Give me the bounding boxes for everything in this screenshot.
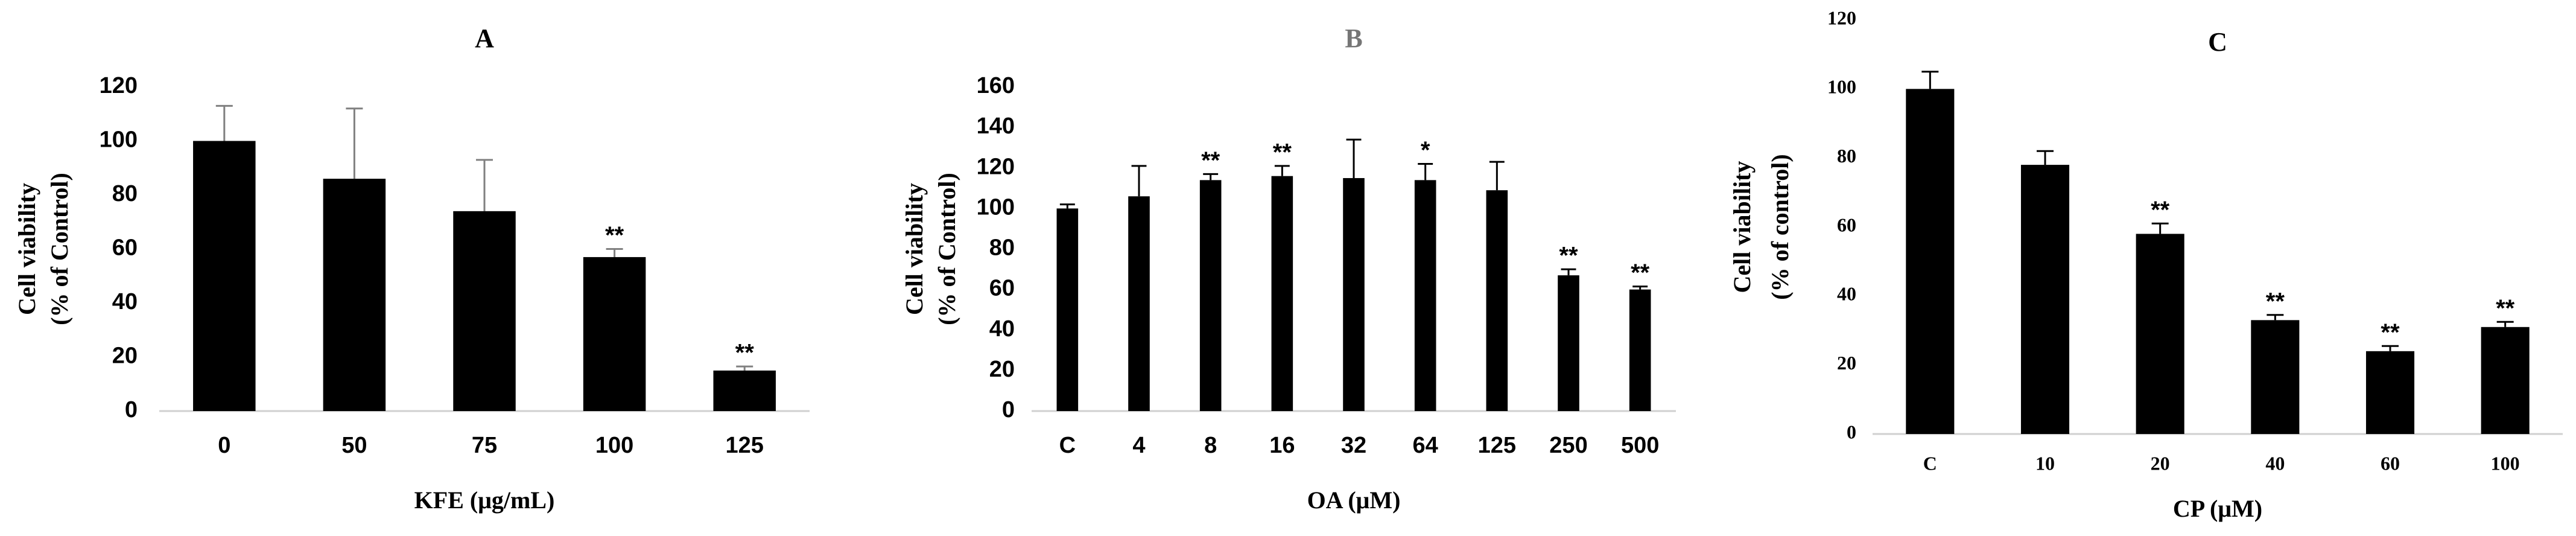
chart-title: B — [1345, 24, 1362, 53]
x-tick-label: 10 — [2035, 452, 2055, 474]
x-tick-label: 60 — [2381, 452, 2400, 474]
y-tick-label: 20 — [1837, 352, 1856, 374]
y-tick-label: 0 — [125, 397, 138, 423]
y-tick-label: 120 — [1827, 7, 1856, 28]
bar — [2481, 327, 2530, 434]
bar — [1486, 190, 1508, 411]
significance-mark: ** — [1559, 243, 1578, 269]
bar — [1199, 180, 1222, 411]
x-tick-label: 250 — [1549, 433, 1587, 458]
y-tick-label: 0 — [1002, 397, 1015, 423]
x-tick-label: 8 — [1204, 433, 1217, 458]
bar — [583, 257, 646, 411]
x-tick-label: 0 — [218, 433, 230, 458]
x-tick-label: 40 — [2265, 452, 2285, 474]
x-tick-label: 50 — [341, 433, 367, 458]
x-tick-label: 125 — [1478, 433, 1516, 458]
x-tick-label: 4 — [1132, 433, 1145, 458]
y-tick-label: 80 — [112, 181, 138, 206]
bar — [1343, 178, 1365, 411]
x-axis-label: KFE (μg/mL) — [414, 487, 555, 514]
y-axis-label: (% of Control) — [933, 173, 960, 325]
x-tick-label: 100 — [2491, 452, 2520, 474]
y-axis-label: Cell viability — [1728, 161, 1756, 293]
significance-mark: * — [1421, 137, 1430, 164]
bar — [2251, 320, 2300, 434]
x-tick-label: C — [1059, 433, 1076, 458]
x-tick-label: 100 — [595, 433, 633, 458]
y-axis-label: (% of Control) — [46, 173, 73, 325]
y-tick-label: 140 — [977, 113, 1015, 139]
x-tick-label: 20 — [2151, 452, 2170, 474]
significance-mark: ** — [2496, 295, 2515, 322]
y-tick-label: 20 — [989, 357, 1015, 382]
y-tick-label: 80 — [1837, 145, 1856, 167]
bar — [1629, 289, 1651, 411]
x-tick-label: 32 — [1341, 433, 1366, 458]
y-tick-label: 120 — [100, 73, 138, 98]
chart-title: C — [2208, 27, 2227, 57]
x-axis-label: OA (μM) — [1307, 487, 1401, 514]
bar — [1128, 196, 1150, 411]
x-tick-label: 64 — [1413, 433, 1438, 458]
x-tick-label: 500 — [1621, 433, 1659, 458]
y-tick-label: 100 — [977, 194, 1015, 220]
significance-mark: ** — [1631, 260, 1650, 286]
bar — [1056, 208, 1079, 411]
y-tick-label: 40 — [989, 316, 1015, 342]
bar — [1906, 89, 1955, 435]
y-tick-label: 0 — [1847, 421, 1856, 442]
bar — [2365, 351, 2415, 434]
bar — [2136, 234, 2184, 434]
significance-mark: ** — [2381, 319, 2400, 346]
y-axis-label: Cell viability — [13, 183, 40, 315]
bar — [1414, 180, 1436, 411]
significance-mark: ** — [2266, 288, 2285, 314]
significance-mark: ** — [1201, 147, 1220, 174]
bar — [1271, 176, 1293, 411]
x-tick-label: C — [1923, 452, 1937, 474]
y-tick-label: 80 — [989, 235, 1015, 261]
y-tick-label: 60 — [989, 276, 1015, 301]
bar — [323, 179, 386, 411]
bar — [193, 141, 256, 411]
significance-mark: ** — [605, 222, 624, 249]
bar — [2020, 165, 2070, 434]
x-tick-label: 75 — [472, 433, 497, 458]
y-tick-label: 100 — [1827, 76, 1856, 98]
significance-mark: ** — [735, 340, 755, 366]
bar — [1558, 275, 1579, 411]
x-tick-label: 125 — [725, 433, 763, 458]
y-axis-label: Cell viability — [901, 183, 928, 315]
y-axis-label: (% of control) — [1766, 154, 1794, 299]
chart-title: A — [475, 24, 494, 53]
bar — [713, 370, 776, 411]
y-tick-label: 60 — [112, 235, 138, 261]
y-tick-label: 40 — [112, 289, 138, 314]
y-tick-label: 100 — [100, 127, 138, 153]
y-tick-label: 60 — [1837, 214, 1856, 235]
y-tick-label: 40 — [1837, 283, 1856, 305]
significance-mark: ** — [1273, 139, 1292, 165]
y-tick-label: 160 — [977, 73, 1015, 98]
x-axis-label: CP (μM) — [2173, 495, 2262, 522]
bar — [453, 211, 516, 411]
x-tick-label: 16 — [1269, 433, 1295, 458]
y-tick-label: 20 — [112, 343, 138, 369]
significance-mark: ** — [2151, 197, 2170, 223]
y-tick-label: 120 — [977, 154, 1015, 179]
